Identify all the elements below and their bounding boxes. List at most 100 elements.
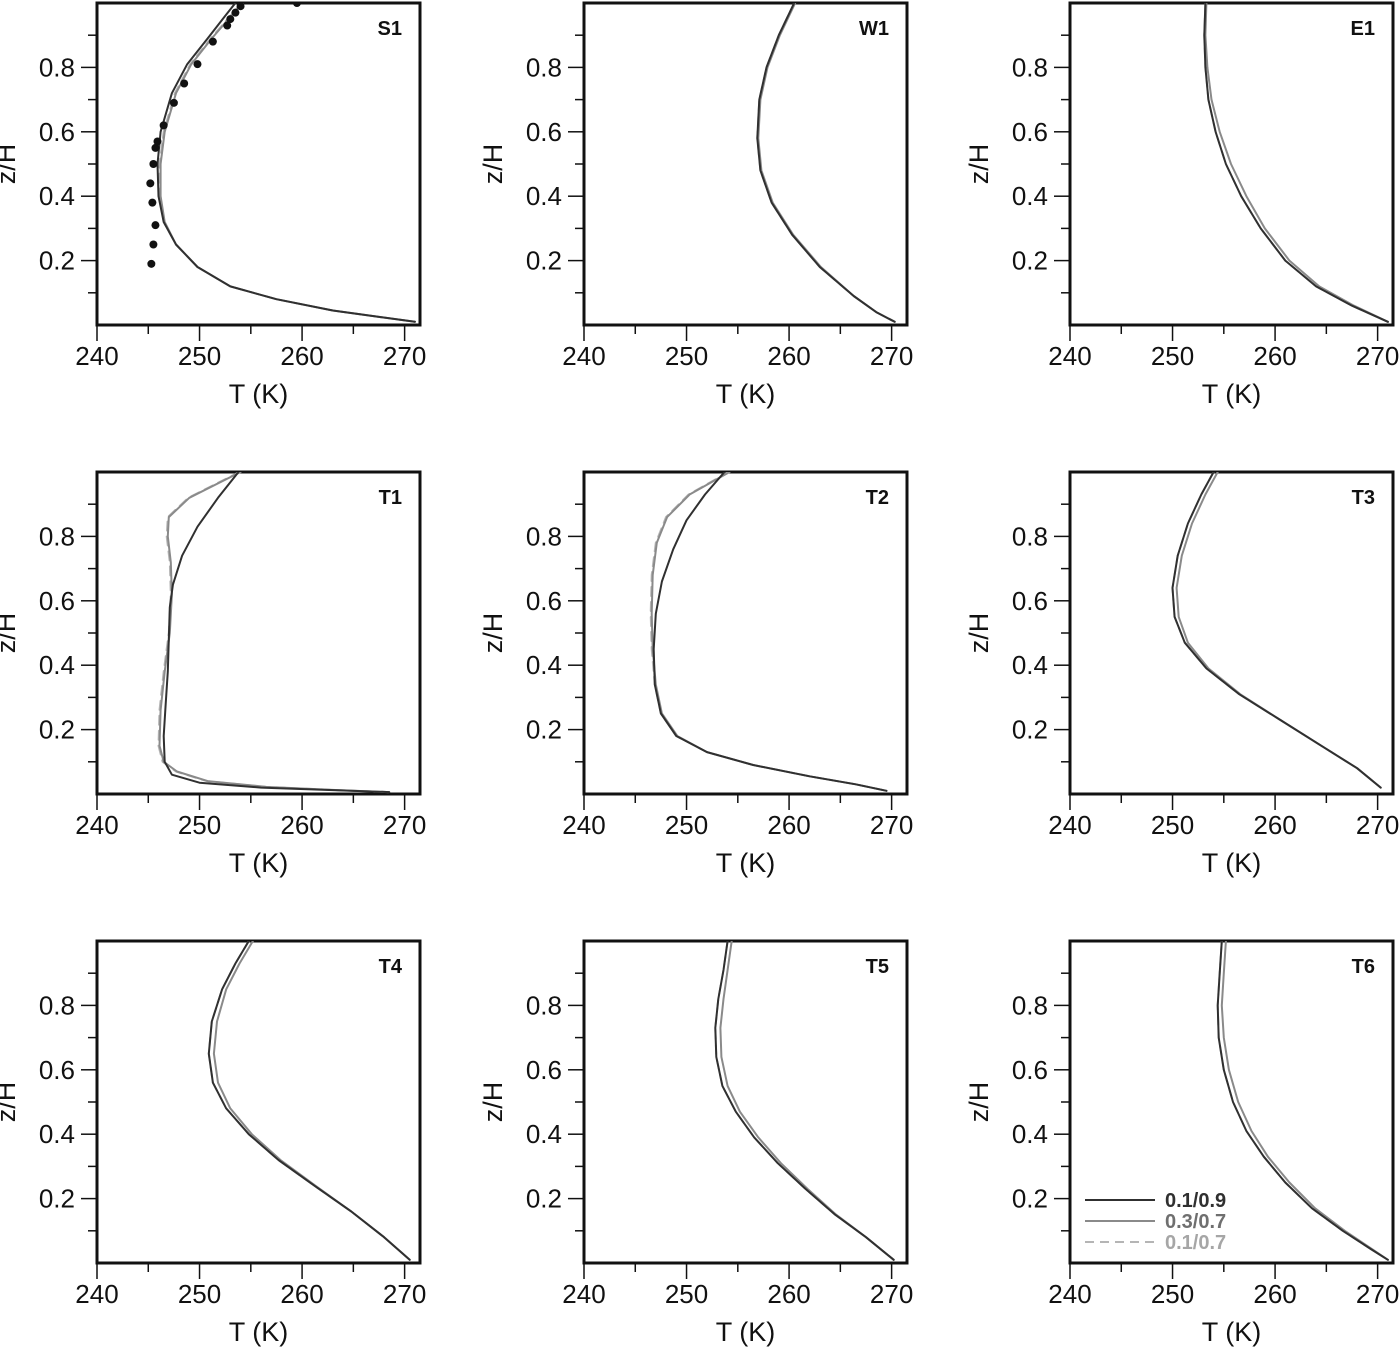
x-tick-label: 270 — [383, 341, 426, 371]
x-axis: 240 250 260 270 T (K) — [1048, 325, 1399, 409]
observation-point — [148, 198, 157, 207]
x-tick-label: 260 — [767, 341, 810, 371]
y-tick-label: 0.2 — [1012, 246, 1048, 276]
y-axis-label: z/H — [0, 144, 21, 185]
panel-label: T3 — [1352, 487, 1375, 509]
x-axis-label: T (K) — [1202, 379, 1262, 409]
x-tick-label: 260 — [767, 1279, 810, 1309]
observation-point — [149, 160, 158, 168]
series-line-1 — [714, 941, 895, 1261]
y-tick-label: 0.2 — [526, 1184, 562, 1214]
y-axis-label: z/H — [964, 1082, 994, 1123]
x-tick-label: 240 — [75, 810, 118, 840]
series-line-2 — [1220, 941, 1389, 1261]
y-tick-label: 0.8 — [526, 521, 562, 551]
y-axis-label: z/H — [0, 1082, 21, 1123]
y-tick-label: 0.4 — [1012, 1119, 1048, 1149]
y-tick-label: 0.8 — [1012, 990, 1048, 1020]
plot-frame — [1068, 470, 1395, 796]
legend-label: 0.1/0.7 — [1165, 1232, 1226, 1254]
plot-area — [157, 472, 391, 794]
observation-point — [149, 240, 158, 249]
y-axis: 0.2 0.4 0.6 0.8 z/H — [964, 503, 1070, 763]
observation-point — [223, 21, 232, 30]
y-tick-label: 0.6 — [1012, 1055, 1048, 1085]
x-tick-label: 270 — [1356, 1279, 1399, 1309]
panel-label: E1 — [1351, 18, 1375, 40]
x-tick-label: 250 — [1151, 1279, 1194, 1309]
series-line-1 — [162, 472, 391, 794]
y-axis: 0.2 0.4 0.6 0.8 z/H — [0, 503, 97, 763]
plot-area — [714, 941, 895, 1261]
x-tick-label: 270 — [870, 810, 913, 840]
observation-point — [231, 8, 240, 17]
x-tick-label: 270 — [383, 810, 426, 840]
y-axis: 0.2 0.4 0.6 0.8 z/H — [0, 972, 97, 1232]
panel-t1: 240 250 260 270 T (K) 0.2 0.4 0.6 0.8 z/H T1 — [0, 470, 426, 878]
y-axis-label: z/H — [964, 613, 994, 654]
y-tick-label: 0.8 — [39, 521, 75, 551]
x-tick-label: 250 — [1151, 810, 1194, 840]
series-line-2 — [158, 472, 391, 794]
y-tick-label: 0.6 — [526, 117, 562, 147]
plot-area — [1203, 3, 1389, 323]
panel-t6: 240 250 260 270 T (K) 0.2 0.4 0.6 0.8 z/H T6 0.1/0.… — [964, 939, 1399, 1347]
observation-point — [292, 3, 301, 7]
x-tick-label: 250 — [178, 810, 221, 840]
x-tick-label: 240 — [562, 1279, 605, 1309]
series-line-3 — [1216, 941, 1389, 1261]
x-axis-label: T (K) — [229, 1317, 289, 1347]
y-tick-label: 0.6 — [39, 1055, 75, 1085]
y-tick-label: 0.6 — [1012, 586, 1048, 616]
observation-points — [146, 3, 301, 268]
x-tick-label: 240 — [75, 341, 118, 371]
x-axis: 240 250 260 270 T (K) — [562, 1263, 913, 1347]
observation-point — [159, 121, 168, 130]
panel-label: T6 — [1352, 956, 1375, 978]
plot-frame — [582, 939, 909, 1265]
x-tick-label: 260 — [1253, 810, 1296, 840]
observation-point — [146, 179, 155, 188]
observation-point — [147, 259, 156, 268]
x-axis-label: T (K) — [716, 848, 776, 878]
y-tick-label: 0.6 — [39, 117, 75, 147]
plot-area — [207, 941, 411, 1261]
y-tick-label: 0.8 — [39, 52, 75, 82]
x-tick-label: 260 — [280, 341, 323, 371]
y-tick-label: 0.4 — [526, 650, 562, 680]
y-tick-label: 0.2 — [526, 246, 562, 276]
x-tick-label: 240 — [562, 341, 605, 371]
x-axis-label: T (K) — [229, 379, 289, 409]
observation-point — [180, 79, 189, 88]
series-line-1 — [1203, 3, 1389, 323]
x-axis: 240 250 260 270 T (K) — [1048, 794, 1399, 878]
y-tick-label: 0.6 — [1012, 117, 1048, 147]
x-axis: 240 250 260 270 T (K) — [75, 794, 426, 878]
y-tick-label: 0.8 — [526, 52, 562, 82]
observation-point — [193, 60, 202, 69]
y-tick-label: 0.2 — [1012, 1184, 1048, 1214]
y-tick-label: 0.4 — [39, 650, 75, 680]
y-axis-label: z/H — [478, 1082, 508, 1123]
series-line-2 — [1175, 472, 1382, 789]
x-tick-label: 250 — [1151, 341, 1194, 371]
x-tick-label: 260 — [280, 810, 323, 840]
x-axis: 240 250 260 270 T (K) — [75, 1263, 426, 1347]
x-tick-label: 260 — [280, 1279, 323, 1309]
observation-point — [226, 15, 235, 24]
panel-t4: 240 250 260 270 T (K) 0.2 0.4 0.6 0.8 z/H T4 — [0, 939, 426, 1347]
y-tick-label: 0.2 — [1012, 715, 1048, 745]
panel-t2: 240 250 260 270 T (K) 0.2 0.4 0.6 0.8 z/H T2 — [478, 470, 913, 878]
panel-label: S1 — [378, 18, 402, 40]
panel-t5: 240 250 260 270 T (K) 0.2 0.4 0.6 0.8 z/H T5 — [478, 939, 913, 1347]
series-line-3 — [207, 941, 411, 1261]
x-tick-label: 270 — [870, 1279, 913, 1309]
x-axis-label: T (K) — [716, 379, 776, 409]
observation-point — [153, 137, 162, 146]
x-tick-label: 270 — [1356, 341, 1399, 371]
y-tick-label: 0.2 — [39, 246, 75, 276]
plot-frame — [95, 470, 422, 796]
x-tick-label: 240 — [1048, 1279, 1091, 1309]
series-line-3 — [714, 941, 895, 1261]
